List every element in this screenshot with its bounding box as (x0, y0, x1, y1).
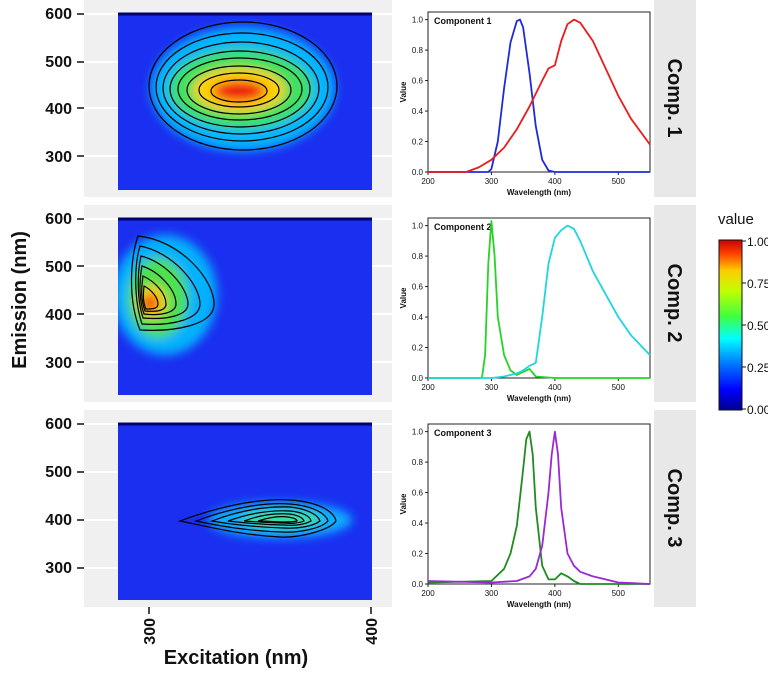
colorbar-tick-075: 0.75 (747, 277, 768, 291)
heatmap-2-blob-peak (142, 295, 158, 311)
spectrum-3-ytick: 1.0 (412, 428, 424, 437)
spectrum-3-ylabel: Value (399, 493, 408, 514)
spectrum-2-frame (427, 217, 651, 379)
spectrum-1-xtick: 200 (421, 177, 435, 186)
heatmap-panel-2 (84, 205, 392, 402)
spectrum-1-ytick: 0.6 (412, 77, 424, 86)
heatmap-x-tickmarks (148, 607, 372, 614)
heatmap-panel-3 (84, 410, 392, 607)
colorbar-tickmarks (742, 240, 746, 410)
strip-3-label: Comp. 3 (663, 469, 685, 548)
spectrum-3-xtick: 200 (421, 589, 435, 598)
heatmap-1-contours (148, 21, 338, 151)
spectrum-3-xtick: 400 (548, 589, 562, 598)
colorbar-tick-05: 0.50 (747, 319, 768, 333)
spectrum-3-ytick: 0.4 (412, 519, 424, 528)
spectrum-1-title: Component 1 (434, 16, 492, 26)
spectrum-3-ytick: 0.2 (412, 550, 424, 559)
spectrum-3-ytick: 0.0 (412, 580, 424, 589)
spectrum-2-xtick: 500 (612, 383, 626, 392)
heatmap-2-contours (130, 235, 215, 331)
spectra-group: 0.0 0.2 0.4 0.6 0.8 1.0 200 300 400 500 Component … (399, 11, 651, 609)
spectrum-1-ytick: 0.8 (412, 46, 424, 55)
hm2-ytick-600: 600 (45, 211, 72, 228)
spectrum-2-ytick: 0.0 (412, 374, 424, 383)
spectrum-1-ytick: 1.0 (412, 16, 424, 25)
heatmap-panel-1 (84, 0, 392, 197)
spectrum-3-excitation-line (427, 430, 650, 585)
emission-axis-title: Emission (nm) (9, 231, 31, 369)
hm1-ytick-600: 600 (45, 6, 72, 23)
strip-2-label: Comp. 2 (663, 264, 685, 343)
hm3-ytick-400: 400 (45, 512, 72, 529)
spectrum-2-xtick: 400 (548, 383, 562, 392)
hm3-ytick-600: 600 (45, 416, 72, 433)
spectrum-2-ytick: 1.0 (412, 222, 424, 231)
spectrum-panel-1: 0.0 0.2 0.4 0.6 0.8 1.0 200 300 400 500 Component … (399, 11, 651, 197)
spectrum-1-emission-line (428, 18, 651, 173)
spectrum-3-title: Component 3 (434, 428, 492, 438)
heatmap-3-blob-inner (242, 510, 322, 528)
hm3-ytick-500: 500 (45, 464, 72, 481)
excitation-tick-300: 300 (142, 618, 159, 645)
strip-3: Comp. 3 (654, 410, 696, 607)
colorbar-title: value (718, 211, 754, 228)
hm1-ytick-400: 400 (45, 101, 72, 118)
strip-2: Comp. 2 (654, 205, 696, 402)
spectrum-2-xtick: 300 (485, 383, 499, 392)
heatmap-3-y-ticks: 600 500 400 300 (45, 416, 72, 577)
excitation-tick-400: 400 (364, 618, 381, 645)
hm1-ytick-300: 300 (45, 149, 72, 166)
spectrum-2-xlabel: Wavelength (nm) (507, 394, 571, 403)
colorbar: value 1.00 0.75 0.50 0.25 0.00 (718, 211, 768, 417)
spectrum-1-xtick: 400 (548, 177, 562, 186)
colorbar-tick-1: 1.00 (747, 235, 768, 249)
spectrum-2-xtick: 200 (421, 383, 435, 392)
heatmap-1-y-ticks: 600 500 400 300 (45, 6, 72, 166)
hm2-ytick-500: 500 (45, 259, 72, 276)
hm3-ytick-300: 300 (45, 560, 72, 577)
colorbar-tick-025: 0.25 (747, 361, 768, 375)
spectrum-3-xtick: 500 (612, 589, 626, 598)
heatmap-y-tickmarks (77, 13, 84, 569)
spectrum-2-emission-line (428, 224, 651, 379)
heatmap-3-contours (177, 499, 337, 538)
spectrum-panel-2: 0.0 0.2 0.4 0.6 0.8 1.0 200 300 400 500 Component … (399, 217, 651, 403)
spectrum-2-ytick: 0.6 (412, 283, 424, 292)
spectrum-2-ytick: 0.8 (412, 252, 424, 261)
spectrum-3-xlabel: Wavelength (nm) (507, 600, 571, 609)
spectrum-2-ylabel: Value (399, 287, 408, 308)
strip-1: Comp. 1 (654, 0, 696, 197)
spectrum-1-ytick: 0.2 (412, 138, 424, 147)
spectrum-2-ytick: 0.4 (412, 313, 424, 322)
strip-1-label: Comp. 1 (663, 59, 685, 138)
heatmap-1-blob-peak (213, 81, 265, 101)
excitation-axis-title: Excitation (nm) (164, 647, 308, 669)
spectrum-2-ytick: 0.2 (412, 344, 424, 353)
spectrum-3-ytick: 0.8 (412, 458, 424, 467)
spectrum-panel-3: 0.0 0.2 0.4 0.6 0.8 1.0 200 300 400 500 Component … (399, 423, 651, 609)
spectrum-1-ylabel: Value (399, 81, 408, 102)
spectrum-1-ytick: 0.4 (412, 107, 424, 116)
hm1-ytick-500: 500 (45, 54, 72, 71)
hm2-ytick-300: 300 (45, 355, 72, 372)
hm2-ytick-400: 400 (45, 307, 72, 324)
spectrum-3-emission-line (427, 430, 651, 585)
spectrum-1-xlabel: Wavelength (nm) (507, 188, 571, 197)
spectrum-1-xtick: 300 (485, 177, 499, 186)
spectrum-1-ytick: 0.0 (412, 168, 424, 177)
spectrum-1-excitation-line (428, 18, 650, 173)
spectrum-3-ytick: 0.6 (412, 489, 424, 498)
colorbar-tick-0: 0.00 (747, 403, 768, 417)
spectrum-2-title: Component 2 (434, 222, 492, 232)
colorbar-gradient (718, 239, 743, 411)
heatmap-2-y-ticks: 600 500 400 300 (45, 211, 72, 372)
spectrum-2-excitation-line (428, 220, 650, 379)
spectrum-3-xtick: 300 (485, 589, 499, 598)
spectrum-1-xtick: 500 (612, 177, 626, 186)
